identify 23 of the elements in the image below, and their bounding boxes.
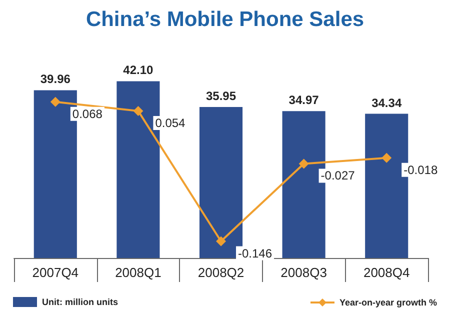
x-tick-label: 2008Q3 <box>280 265 327 280</box>
x-tick-label: 2007Q4 <box>32 265 79 280</box>
data-label: 0.068 <box>72 106 103 121</box>
data-label: 34.97 <box>288 93 320 108</box>
point <box>382 152 392 163</box>
data-label: 39.96 <box>40 72 71 86</box>
data-label: 42.10 <box>123 63 154 78</box>
chart-title: China’s Mobile Phone Sales <box>86 8 364 31</box>
point <box>50 96 60 107</box>
x-tick-label: 2008Q1 <box>115 265 162 280</box>
x-tick-label: 2008Q2 <box>198 265 244 280</box>
legend-label: Unit: million units <box>42 297 118 307</box>
point <box>298 158 309 169</box>
data-label: -0.027 <box>320 168 356 183</box>
legend-label: Year-on-year growth % <box>339 298 438 308</box>
x-tick-label: 2008Q4 <box>363 265 410 280</box>
data-label: -0.018 <box>404 162 438 177</box>
data-label: -0.146 <box>238 246 272 260</box>
data-label: 0.054 <box>155 116 186 130</box>
data-label: 34.34 <box>372 96 402 110</box>
point <box>216 236 226 246</box>
data-label: 35.95 <box>206 89 236 104</box>
point <box>133 106 144 116</box>
